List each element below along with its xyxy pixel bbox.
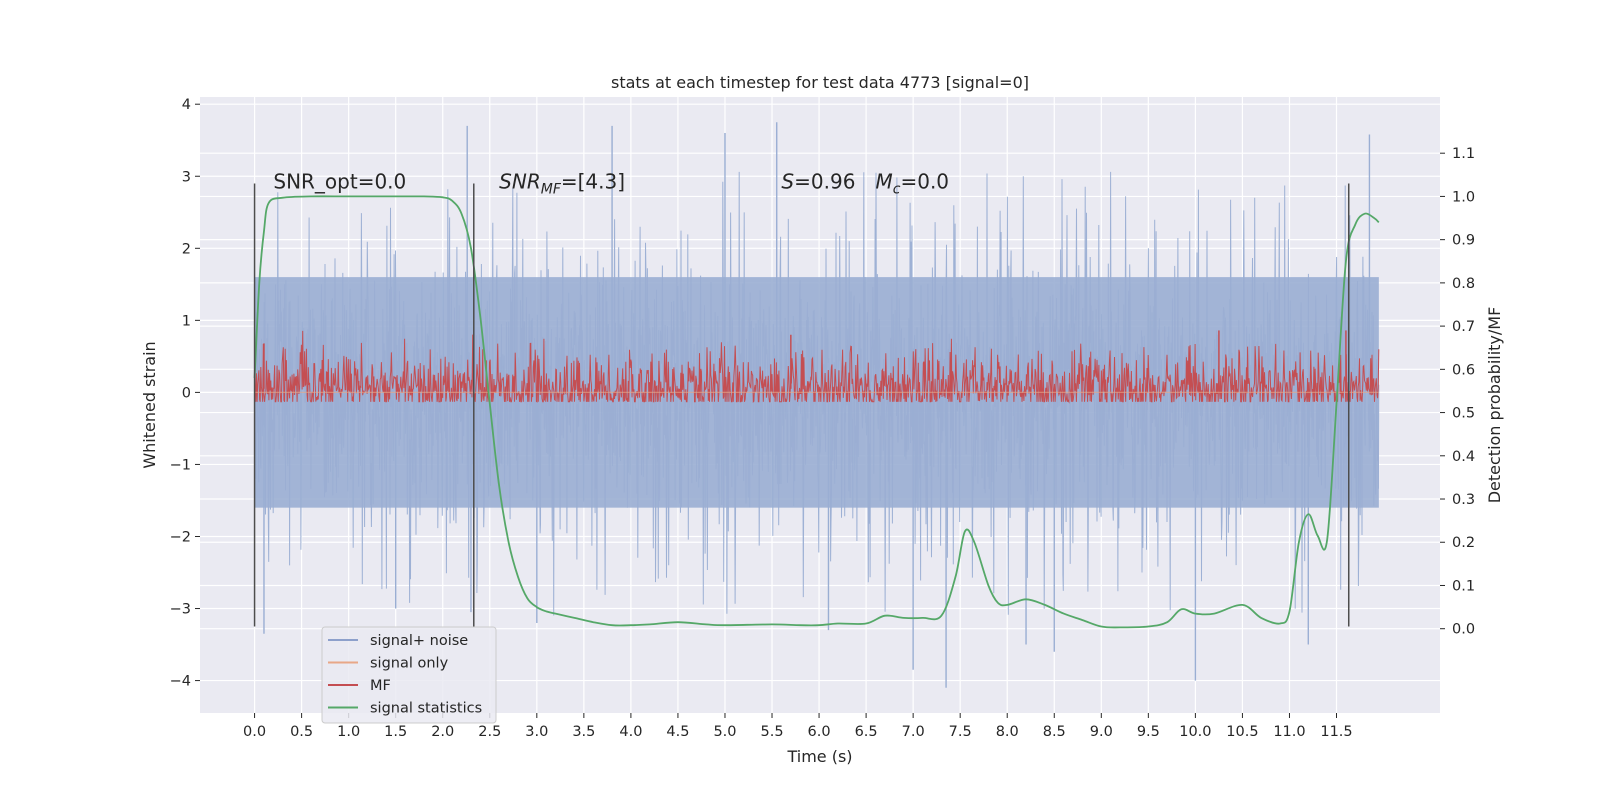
- x-tick-label-3: 1.5: [384, 724, 407, 740]
- annotation-s-value-rest: =0.96: [794, 170, 855, 194]
- y-right-tick-label-3: 0.3: [1452, 492, 1475, 508]
- y-right-tick-label-6: 0.6: [1452, 362, 1475, 378]
- signal-statistics-series: [253, 195, 1380, 629]
- chart-title: stats at each timestep for test data 477…: [611, 73, 1029, 92]
- annotation-mc-value-italic: M: [876, 170, 893, 194]
- x-tick-label-14: 7.0: [902, 724, 925, 740]
- annotation-s-value-italic: S: [781, 170, 794, 194]
- x-tick-label-11: 5.5: [760, 724, 783, 740]
- y-right-tick-label-10: 1.0: [1452, 189, 1475, 205]
- y-left-tick-label-6: 2: [182, 241, 191, 257]
- y-right-tick-label-1: 0.1: [1452, 578, 1475, 594]
- annotation-snr-mf: SNRMF=[4.3]: [499, 170, 625, 198]
- x-tick-label-23: 11.5: [1320, 724, 1352, 740]
- y-left-tick-label-8: 4: [182, 97, 191, 113]
- x-tick-label-8: 4.0: [619, 724, 642, 740]
- mf-series: [254, 330, 1380, 404]
- x-tick-label-19: 9.5: [1137, 724, 1160, 740]
- legend-label-3: signal statistics: [370, 701, 482, 717]
- annotation-snr-mf-sub: MF: [541, 182, 562, 198]
- legend-box: [321, 626, 497, 724]
- y-right-tick-label-2: 0.2: [1452, 535, 1475, 551]
- y-right-tick-label-5: 0.5: [1452, 406, 1475, 422]
- y-left-tick-label-2: −2: [170, 529, 191, 545]
- y-right-tick-label-11: 1.1: [1452, 146, 1475, 162]
- x-axis-label: Time (s): [786, 747, 852, 766]
- y-left-tick-label-7: 3: [182, 169, 191, 185]
- annotation-mc-value-rest: =0.0: [900, 170, 949, 194]
- x-tick-label-21: 10.5: [1226, 724, 1258, 740]
- x-tick-label-22: 11.0: [1273, 724, 1305, 740]
- y-left-tick-label-5: 1: [182, 313, 191, 329]
- y-right-tick-label-0: 0.0: [1452, 622, 1475, 638]
- mf-line: [254, 330, 1380, 404]
- annotation-mc-value-sub: c: [893, 182, 901, 198]
- signal-statistics-line: [253, 195, 1380, 629]
- annotation-snr-mf-rest: =[4.3]: [561, 170, 625, 194]
- y-right-tick-label-9: 0.9: [1452, 233, 1475, 249]
- annotation-snr-opt: SNR_opt=0.0: [273, 170, 406, 194]
- y-right-tick-label-4: 0.4: [1452, 449, 1475, 465]
- x-tick-label-0: 0.0: [243, 724, 266, 740]
- y-left-tick-label-0: −4: [170, 674, 191, 690]
- y-left-tick-label-1: −3: [170, 602, 191, 618]
- legend-label-0: signal+ noise: [370, 633, 468, 649]
- y-axis-right-label: Detection probability/MF: [1485, 307, 1504, 504]
- y-left-tick-label-4: 0: [182, 385, 191, 401]
- annotation-snr-mf-italic: SNR: [499, 170, 541, 194]
- x-tick-label-12: 6.0: [808, 724, 831, 740]
- x-tick-label-13: 6.5: [855, 724, 878, 740]
- x-tick-label-1: 0.5: [290, 724, 313, 740]
- x-tick-label-15: 7.5: [949, 724, 972, 740]
- x-tick-label-5: 2.5: [478, 724, 501, 740]
- annotation-s-value: S=0.96: [781, 170, 855, 194]
- annotations: SNR_opt=0.0 SNRMF=[4.3] S=0.96 Mc=0.0: [273, 170, 949, 198]
- x-tick-label-17: 8.5: [1043, 724, 1066, 740]
- x-tick-label-4: 2.0: [431, 724, 454, 740]
- ticks: 0.0 0.5 1.0 1.5 2.0 2.5 3.0 3.5 4.0 4.5 5.0 5.5 6.0 6…: [170, 97, 1475, 740]
- x-tick-label-6: 3.0: [525, 724, 548, 740]
- x-tick-label-7: 3.5: [572, 724, 595, 740]
- x-tick-label-10: 5.0: [713, 724, 736, 740]
- x-tick-label-2: 1.0: [337, 724, 360, 740]
- y-axis-left-label: Whitened strain: [140, 341, 159, 468]
- x-tick-label-16: 8.0: [996, 724, 1019, 740]
- x-tick-label-20: 10.0: [1179, 724, 1211, 740]
- legend-label-1: signal only: [370, 656, 449, 672]
- y-right-tick-label-8: 0.8: [1452, 276, 1475, 292]
- vertical-markers: [253, 183, 1350, 627]
- legend: signal+ noise signal only MF signal statist…: [321, 626, 497, 724]
- annotation-mc-value: Mc=0.0: [876, 170, 950, 198]
- x-tick-label-18: 9.0: [1090, 724, 1113, 740]
- x-tick-label-9: 4.5: [666, 724, 689, 740]
- y-right-tick-label-7: 0.7: [1452, 319, 1475, 335]
- y-left-tick-label-3: −1: [170, 457, 191, 473]
- legend-label-2: MF: [370, 678, 391, 694]
